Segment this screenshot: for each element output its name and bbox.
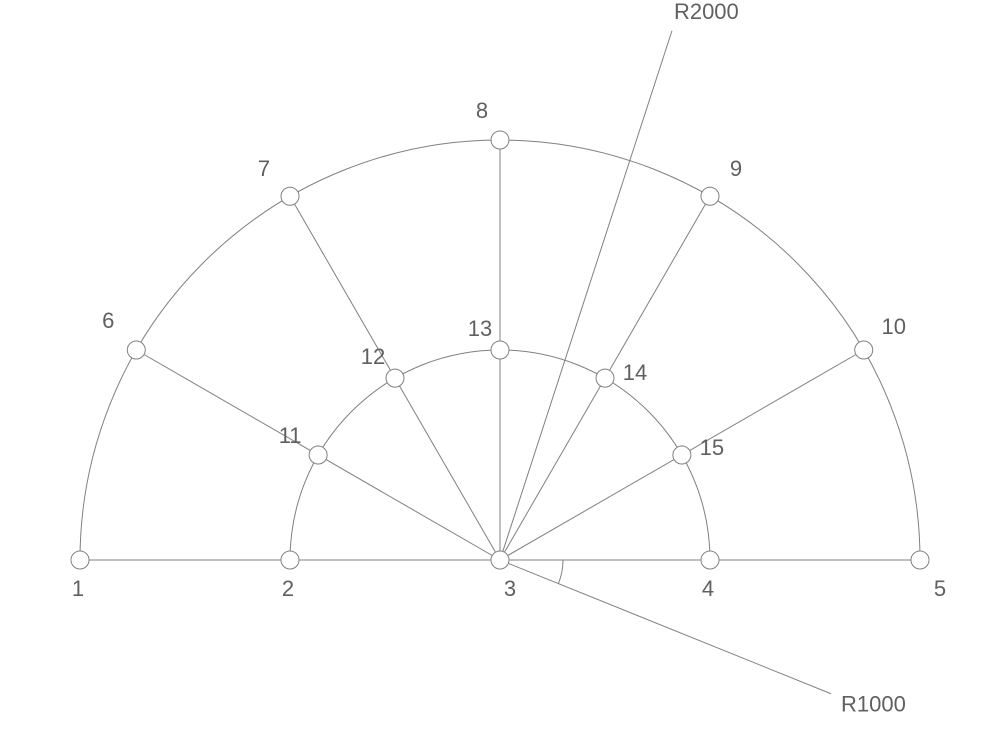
node — [596, 369, 614, 387]
node — [701, 551, 719, 569]
node — [491, 341, 509, 359]
construction-lines — [80, 31, 920, 694]
node — [309, 446, 327, 464]
node — [281, 187, 299, 205]
node — [281, 551, 299, 569]
node — [491, 551, 509, 569]
radius-label: R1000 — [841, 692, 906, 717]
node-label: 11 — [279, 423, 302, 448]
node — [911, 551, 929, 569]
node-label: 3 — [504, 576, 516, 601]
node — [701, 187, 719, 205]
angle-arc — [558, 560, 563, 584]
node-label: 5 — [934, 576, 946, 601]
node-label: 12 — [361, 344, 385, 369]
node-label: 8 — [476, 98, 488, 123]
node-label: 1 — [72, 576, 84, 601]
node-label: 14 — [623, 360, 647, 385]
node-label: 15 — [700, 435, 724, 460]
polar-diagram: R2000R1000123456789101112131415 — [0, 0, 1000, 755]
node — [855, 341, 873, 359]
node-label: 7 — [258, 156, 270, 181]
node — [386, 369, 404, 387]
radius-leader — [500, 31, 672, 560]
node-label: 6 — [102, 308, 114, 333]
node-label: 10 — [881, 314, 905, 339]
radius-leader — [500, 560, 831, 694]
radius-label: R2000 — [674, 0, 739, 24]
node — [491, 131, 509, 149]
node — [127, 341, 145, 359]
node-label: 9 — [730, 156, 742, 181]
node-label: 4 — [702, 576, 714, 601]
node — [673, 446, 691, 464]
node-label: 2 — [282, 576, 294, 601]
node-label: 13 — [468, 316, 492, 341]
node — [71, 551, 89, 569]
